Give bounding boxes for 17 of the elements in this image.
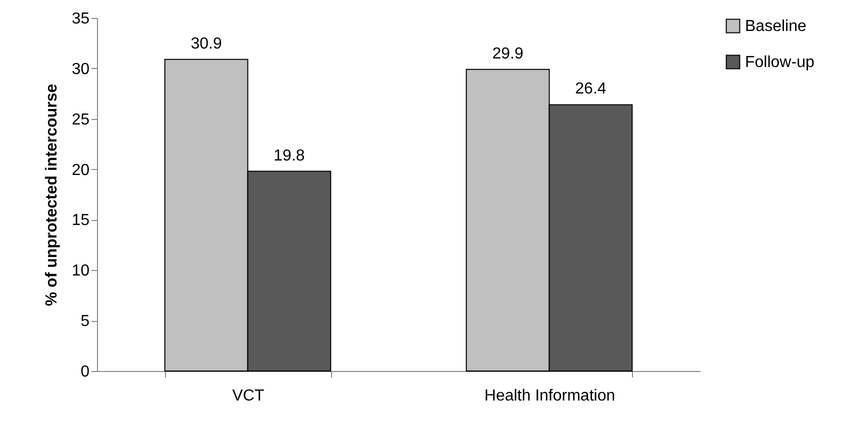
y-tick-label: 30 <box>72 60 90 78</box>
y-tick-label: 10 <box>72 262 90 280</box>
data-label: 29.9 <box>492 45 524 62</box>
y-tick-label: 15 <box>72 212 90 230</box>
x-tick-label: Health Information <box>484 388 616 404</box>
y-tick-label: 25 <box>72 111 90 128</box>
y-tick-label: 5 <box>80 313 90 330</box>
y-tick-label: 0 <box>80 364 90 380</box>
x-tick-label: VCT <box>232 388 264 404</box>
legend-label: Baseline <box>745 18 806 35</box>
y-tick-label: 20 <box>72 162 90 179</box>
data-label: 26.4 <box>575 80 606 98</box>
legend-label: Follow-up <box>745 54 814 71</box>
y-axis-title: % of unprotected intercourse <box>44 84 61 306</box>
data-label: 19.8 <box>274 147 305 164</box>
data-label: 30.9 <box>190 35 222 52</box>
y-tick-label: 35 <box>72 10 90 28</box>
